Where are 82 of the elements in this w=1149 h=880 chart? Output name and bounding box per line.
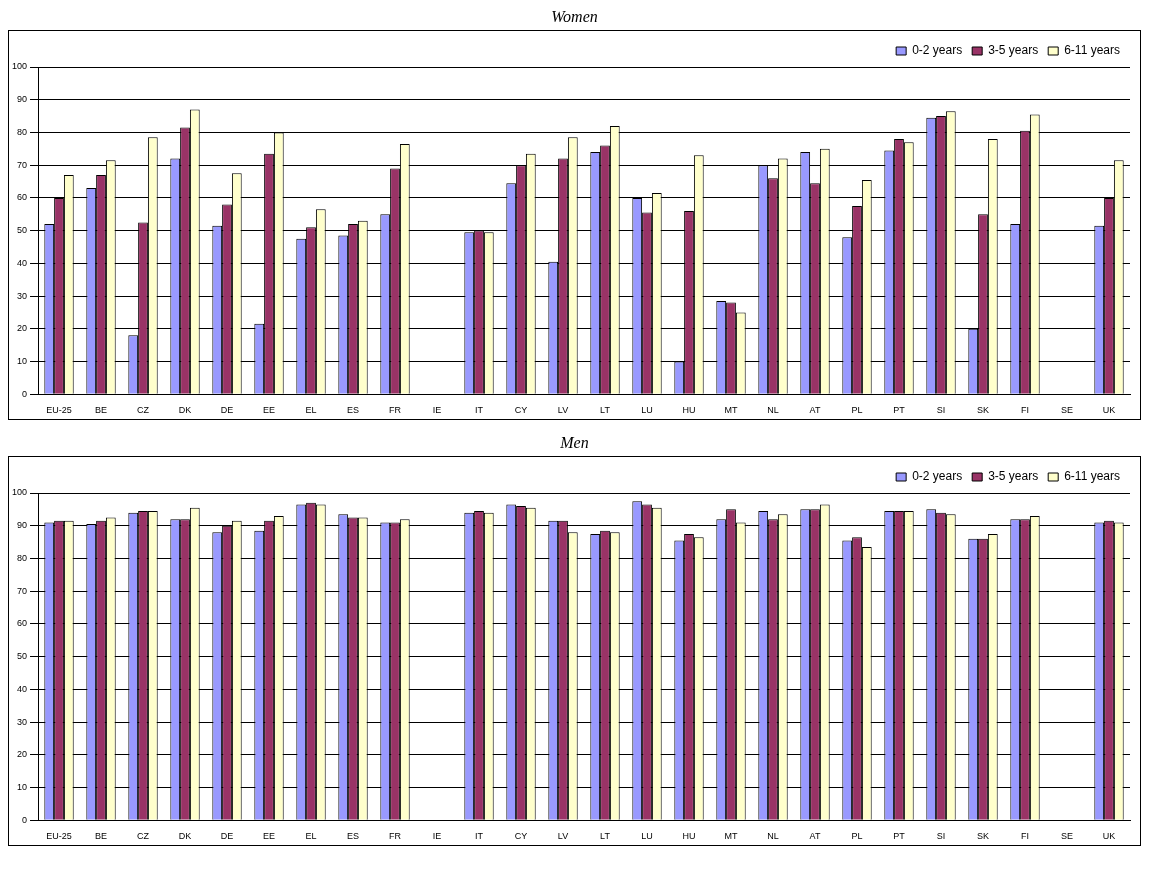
x-tick-label: FI (1021, 405, 1029, 416)
x-tick-label: LU (641, 831, 653, 842)
x-tick-label: PL (851, 831, 863, 842)
x-tick-label: BE (95, 405, 108, 416)
y-tick-label: 70 (17, 585, 28, 596)
x-tick-label: CZ (137, 405, 150, 416)
y-tick-label: 40 (17, 257, 28, 268)
x-tick-label: FR (389, 831, 402, 842)
y-tick-label: 0 (22, 388, 28, 399)
x-tick-label: DE (220, 405, 234, 416)
x-tick-label: AT (809, 831, 821, 842)
x-tick-label: SE (1060, 405, 1074, 416)
x-tick-label: SK (976, 831, 990, 842)
y-tick-label: 100 (11, 61, 28, 72)
y-tick-label: 50 (17, 651, 28, 662)
x-tick-label: EU-25 (46, 405, 72, 416)
x-tick-label: EU-25 (46, 831, 72, 842)
legend-label: 3-5 years (988, 43, 1039, 58)
y-tick-label: 100 (11, 487, 28, 498)
x-tick-label: IT (475, 831, 484, 842)
y-tick-label: 70 (17, 159, 28, 170)
y-tick-label: 90 (17, 94, 28, 105)
y-tick-label: 60 (17, 618, 28, 629)
chart-title: Men (559, 434, 590, 453)
x-tick-label: IE (432, 831, 442, 842)
y-tick-label: 10 (17, 355, 28, 366)
y-tick-label: 40 (17, 683, 28, 694)
y-tick-label: 20 (17, 749, 28, 760)
legend-label: 6-11 years (1064, 469, 1121, 484)
x-tick-label: LU (641, 405, 653, 416)
x-tick-label: UK (1102, 831, 1116, 842)
x-tick-label: HU (682, 405, 696, 416)
x-tick-label: PT (893, 405, 906, 416)
x-tick-label: ES (347, 831, 360, 842)
x-tick-label: FI (1021, 831, 1029, 842)
y-tick-label: 20 (17, 323, 28, 334)
x-tick-label: LT (600, 405, 611, 416)
x-tick-label: PL (851, 405, 863, 416)
y-tick-label: 60 (17, 192, 28, 203)
x-tick-label: SE (1060, 831, 1074, 842)
y-tick-label: 0 (22, 814, 28, 825)
x-tick-label: FR (389, 405, 402, 416)
x-tick-label: LT (600, 831, 611, 842)
y-tick-label: 80 (17, 126, 28, 137)
x-tick-label: ES (347, 405, 360, 416)
y-tick-label: 30 (17, 290, 28, 301)
x-tick-label: MT (724, 405, 738, 416)
x-tick-label: BE (95, 831, 108, 842)
x-tick-label: IE (432, 405, 442, 416)
x-tick-label: DK (178, 831, 192, 842)
chart-title: Women (550, 8, 599, 27)
x-tick-label: EE (263, 405, 276, 416)
y-tick-label: 80 (17, 552, 28, 563)
x-tick-label: SK (976, 405, 990, 416)
legend-label: 0-2 years (912, 469, 963, 484)
x-tick-label: SI (936, 831, 946, 842)
x-tick-label: LV (557, 405, 569, 416)
x-tick-label: EE (263, 831, 276, 842)
x-tick-label: LV (557, 831, 569, 842)
x-tick-label: HU (682, 831, 696, 842)
x-tick-label: MT (724, 831, 738, 842)
x-tick-label: UK (1102, 405, 1116, 416)
y-tick-label: 30 (17, 716, 28, 727)
x-tick-label: CY (514, 405, 528, 416)
x-tick-label: NL (767, 405, 779, 416)
y-tick-label: 10 (17, 781, 28, 792)
x-tick-label: DE (220, 831, 234, 842)
legend-label: 6-11 years (1064, 43, 1121, 58)
x-tick-label: NL (767, 831, 779, 842)
x-tick-label: CZ (137, 831, 150, 842)
x-tick-label: IT (475, 405, 484, 416)
y-tick-label: 90 (17, 520, 28, 531)
x-tick-label: SI (936, 405, 946, 416)
x-tick-label: AT (809, 405, 821, 416)
y-tick-label: 50 (17, 225, 28, 236)
x-tick-label: DK (178, 405, 192, 416)
legend-label: 0-2 years (912, 43, 963, 58)
x-tick-label: PT (893, 831, 906, 842)
x-tick-label: EL (305, 831, 317, 842)
x-tick-label: EL (305, 405, 317, 416)
x-tick-label: CY (514, 831, 528, 842)
legend-label: 3-5 years (988, 469, 1039, 484)
